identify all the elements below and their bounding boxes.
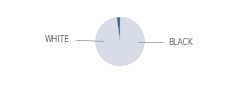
Text: WHITE: WHITE [45, 35, 104, 44]
Wedge shape [96, 17, 144, 66]
Wedge shape [117, 17, 120, 42]
Text: BLACK: BLACK [138, 38, 193, 47]
